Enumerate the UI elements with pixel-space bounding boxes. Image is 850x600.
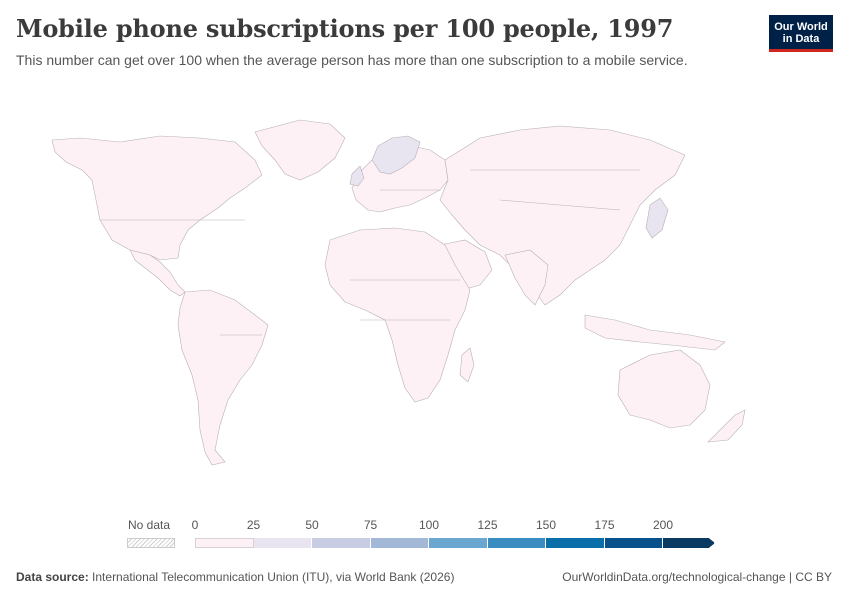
legend-tick-label: 50 — [305, 518, 319, 532]
legend-swatch[interactable] — [195, 538, 254, 548]
legend-tick-label: 100 — [418, 518, 440, 532]
map-region-indonesia[interactable] — [584, 314, 726, 351]
legend-tick-label: 25 — [246, 518, 261, 532]
map-region-india[interactable] — [504, 249, 549, 306]
legend-tick-label: 200 — [652, 518, 674, 532]
legend-tick-label: 150 — [535, 518, 557, 532]
world-map[interactable] — [0, 80, 850, 500]
map-region-japan[interactable] — [645, 197, 669, 239]
chart-subtitle: This number can get over 100 when the av… — [16, 52, 688, 68]
footer-source: Data source: International Telecommunica… — [16, 570, 454, 584]
legend-no-data-label: No data — [128, 518, 171, 532]
legend-swatch[interactable] — [429, 538, 488, 548]
map-region-south-america[interactable] — [177, 289, 269, 466]
legend-swatch[interactable] — [604, 538, 663, 548]
map-region-greenland[interactable] — [254, 119, 346, 181]
legend-swatch[interactable] — [546, 538, 605, 548]
map-region-uk[interactable] — [349, 165, 365, 187]
map-region-new-zealand[interactable] — [707, 409, 746, 443]
legend-tick-label: 125 — [477, 518, 498, 532]
footer-license[interactable]: OurWorldinData.org/technological-change … — [562, 570, 832, 584]
footer-source-label: Data source: — [16, 570, 89, 584]
legend-swatch[interactable] — [487, 538, 546, 548]
legend-tick-label: 175 — [594, 518, 615, 532]
legend-swatch[interactable] — [663, 538, 715, 548]
map-region-africa[interactable] — [324, 227, 471, 403]
logo-line-1: Our World — [774, 21, 828, 33]
map-region-central-america[interactable] — [129, 249, 186, 297]
legend-no-data-swatch[interactable] — [127, 538, 175, 548]
legend-tick-label: 75 — [363, 518, 378, 532]
footer-source-text[interactable]: International Telecommunication Union (I… — [92, 570, 455, 584]
owid-logo[interactable]: Our World in Data — [769, 15, 833, 52]
map-region-asia[interactable] — [439, 125, 686, 306]
legend-tick-label: 0 — [191, 518, 199, 532]
map-region-north-america[interactable] — [51, 135, 263, 261]
logo-line-2: in Data — [782, 33, 820, 45]
legend-swatch[interactable] — [370, 538, 429, 548]
map-region-australia[interactable] — [617, 349, 711, 429]
legend-swatch[interactable] — [312, 538, 371, 548]
map-region-madagascar[interactable] — [459, 347, 475, 383]
map-region-scandinavia[interactable] — [371, 135, 421, 175]
country-borders — [100, 169, 640, 336]
color-legend: No data 0 25 50 75 100 125 150 175 200 — [0, 510, 850, 560]
legend-swatch[interactable] — [253, 538, 312, 548]
chart-title: Mobile phone subscriptions per 100 peopl… — [16, 14, 674, 43]
